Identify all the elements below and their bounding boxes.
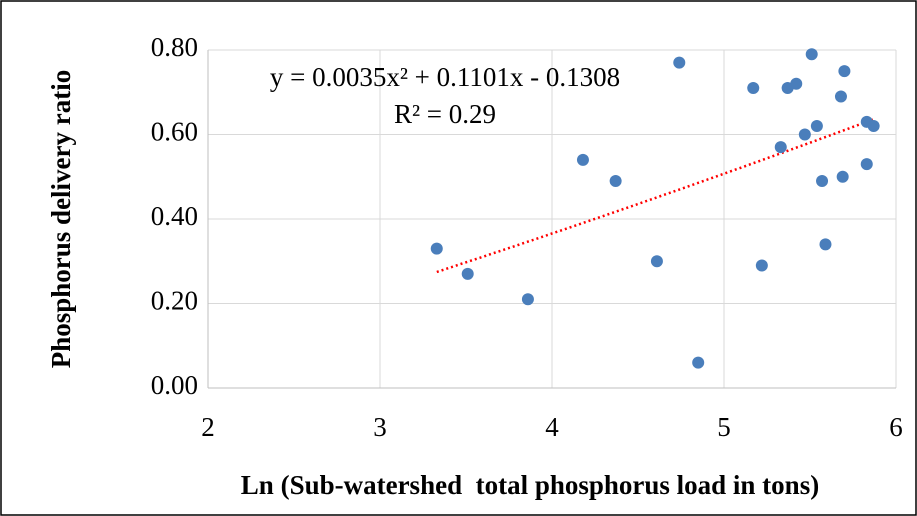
y-tick-label: 0.60 <box>151 117 198 147</box>
x-tick-label: 6 <box>889 412 903 442</box>
data-point <box>650 255 663 268</box>
data-point <box>673 56 686 69</box>
data-point <box>576 153 589 166</box>
data-point <box>805 48 818 61</box>
data-point <box>838 65 851 78</box>
data-point <box>790 77 803 90</box>
x-tick-label: 3 <box>373 412 387 442</box>
data-point <box>755 259 768 272</box>
data-point <box>461 267 474 280</box>
data-point <box>521 293 534 306</box>
y-tick-label: 0.40 <box>151 201 198 231</box>
data-point <box>860 158 873 171</box>
data-point <box>834 90 847 103</box>
x-axis-label: Ln (Sub-watershed total phosphorus load … <box>241 470 819 500</box>
y-tick-label: 0.80 <box>151 32 198 62</box>
data-point <box>836 170 849 183</box>
r-squared: R² = 0.29 <box>394 99 496 129</box>
data-point <box>798 128 811 141</box>
y-tick-label: 0.20 <box>151 286 198 316</box>
data-point <box>810 120 823 133</box>
y-tick-label: 0.00 <box>151 370 198 400</box>
data-point <box>867 120 880 133</box>
x-tick-label: 2 <box>201 412 215 442</box>
data-point <box>816 174 829 187</box>
data-point <box>819 238 832 251</box>
data-point <box>692 356 705 369</box>
x-tick-label: 4 <box>545 412 559 442</box>
data-point <box>774 141 787 154</box>
trendline <box>436 118 875 274</box>
y-axis-label: Phosphorus delivery ratio <box>46 70 76 369</box>
data-point <box>747 82 760 95</box>
x-tick-label: 5 <box>717 412 731 442</box>
data-point <box>609 174 622 187</box>
data-point <box>430 242 443 255</box>
trend-equation: y = 0.0035x² + 0.1101x - 0.1308 <box>270 62 620 92</box>
